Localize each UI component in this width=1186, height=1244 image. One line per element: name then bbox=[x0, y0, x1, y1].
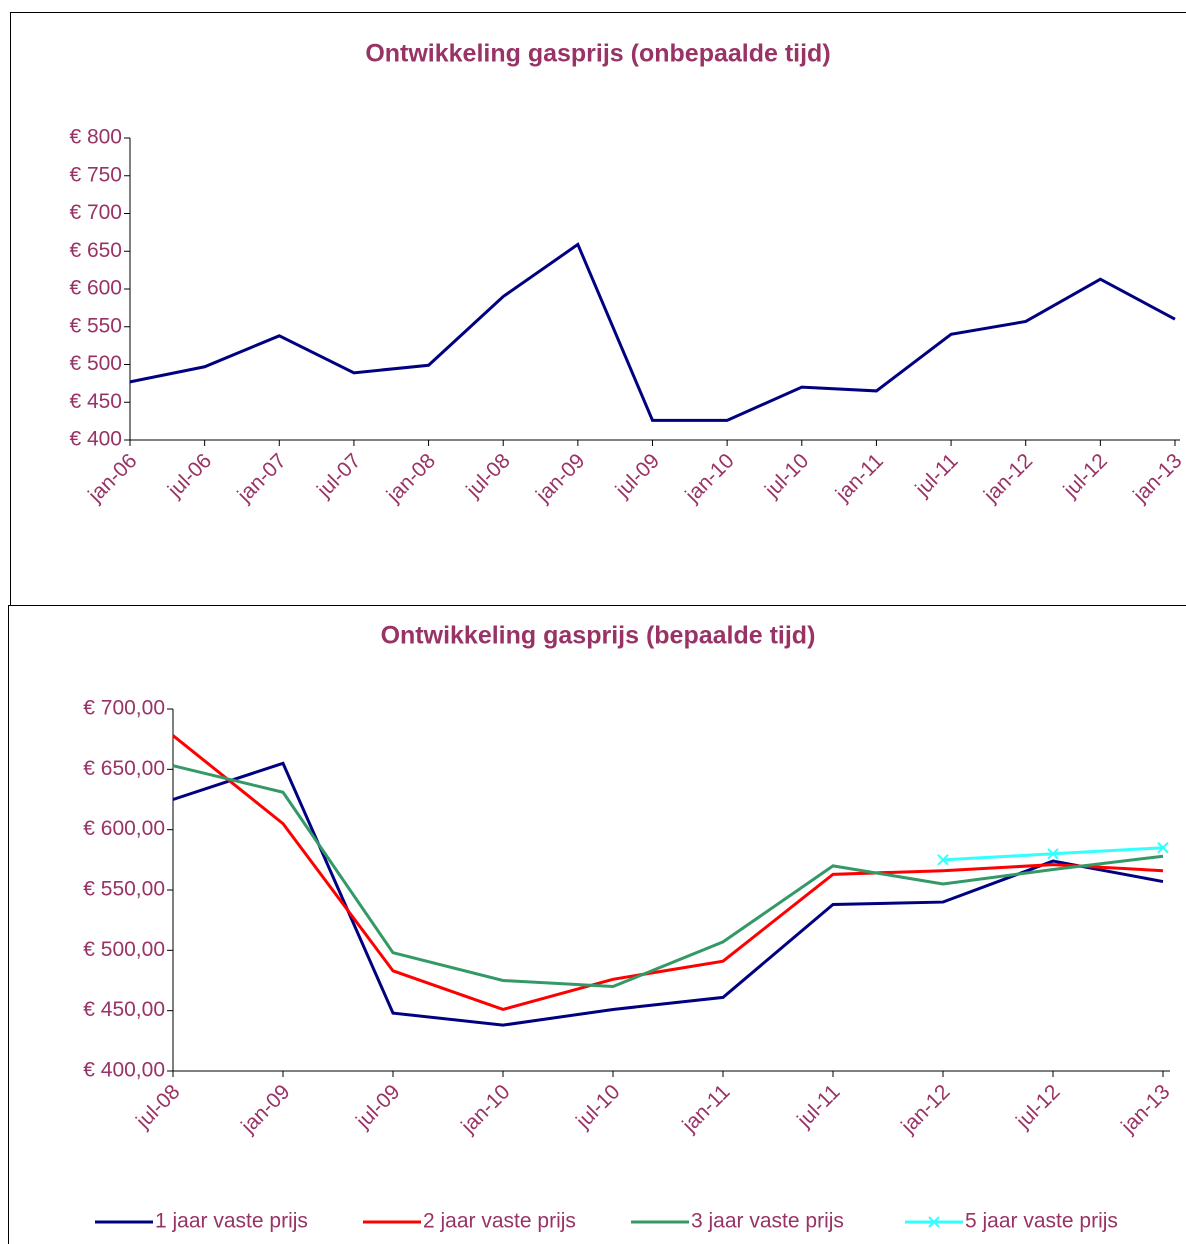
line bbox=[172, 764, 1164, 989]
x-tick-label: jan-13 bbox=[1116, 1080, 1174, 1138]
x-tick-label: jan-12 bbox=[896, 1080, 954, 1138]
x-tick-label: jul-10 bbox=[571, 1080, 624, 1133]
y-tick-label: € 400,00 bbox=[83, 1059, 165, 1082]
y-tick-label: € 750 bbox=[69, 163, 122, 186]
y-tick-label: € 700,00 bbox=[83, 697, 165, 720]
y-tick-label: € 650,00 bbox=[83, 757, 165, 780]
line bbox=[129, 242, 1176, 422]
x-tick-label: jul-10 bbox=[760, 449, 813, 502]
marker bbox=[937, 854, 949, 866]
chart-frame bbox=[8, 605, 1186, 1244]
x-tick-label: jan-07 bbox=[233, 449, 291, 507]
legend-marker bbox=[928, 1216, 940, 1228]
x-tick-label: jul-06 bbox=[163, 449, 216, 502]
x-tick-label: jan-09 bbox=[531, 449, 589, 507]
x-tick-label: jan-09 bbox=[236, 1080, 294, 1138]
y-tick-label: € 450,00 bbox=[83, 998, 165, 1021]
legend-label: 1 jaar vaste prijs bbox=[155, 1210, 308, 1233]
x-tick-label: jan-10 bbox=[680, 449, 738, 507]
line bbox=[172, 734, 1164, 1012]
x-tick-label: jan-12 bbox=[979, 449, 1037, 507]
y-tick-label: € 550 bbox=[69, 314, 122, 337]
chart-title: Ontwikkeling gasprijs (onbepaalde tijd) bbox=[365, 40, 830, 68]
x-tick-label: jul-11 bbox=[792, 1080, 844, 1132]
x-tick-label: jan-10 bbox=[456, 1080, 514, 1138]
legend-label: 3 jaar vaste prijs bbox=[691, 1210, 844, 1233]
x-tick-label: jan-08 bbox=[382, 449, 440, 507]
x-tick-label: jan-06 bbox=[83, 449, 141, 507]
line bbox=[172, 761, 1164, 1027]
chart-title: Ontwikkeling gasprijs (bepaalde tijd) bbox=[381, 622, 816, 650]
y-tick-label: € 700 bbox=[69, 201, 122, 224]
x-tick-label: jul-08 bbox=[461, 449, 514, 502]
y-tick-label: € 500,00 bbox=[83, 938, 165, 961]
x-tick-label: jan-11 bbox=[677, 1080, 734, 1137]
x-tick-label: jan-13 bbox=[1128, 449, 1186, 507]
y-tick-label: € 550,00 bbox=[83, 878, 165, 901]
x-tick-label: jan-11 bbox=[831, 449, 888, 506]
y-tick-label: € 800 bbox=[69, 126, 122, 149]
x-tick-label: jul-11 bbox=[910, 449, 962, 501]
marker bbox=[1047, 848, 1059, 860]
x-tick-label: jul-08 bbox=[131, 1080, 184, 1133]
x-tick-label: jul-12 bbox=[1059, 449, 1112, 502]
x-tick-label: jul-12 bbox=[1011, 1080, 1064, 1133]
y-tick-label: € 500 bbox=[69, 352, 122, 375]
y-tick-label: € 600 bbox=[69, 277, 122, 300]
y-tick-label: € 650 bbox=[69, 239, 122, 262]
y-tick-label: € 600,00 bbox=[83, 817, 165, 840]
y-tick-label: € 450 bbox=[69, 390, 122, 413]
marker bbox=[1157, 842, 1169, 854]
legend-label: 2 jaar vaste prijs bbox=[423, 1210, 576, 1233]
y-tick-label: € 400 bbox=[69, 428, 122, 451]
x-tick-label: jul-09 bbox=[351, 1080, 404, 1133]
chart-frame bbox=[10, 12, 1186, 606]
x-tick-label: jul-07 bbox=[312, 449, 365, 502]
x-tick-label: jul-09 bbox=[611, 449, 664, 502]
legend-label: 5 jaar vaste prijs bbox=[965, 1210, 1118, 1233]
